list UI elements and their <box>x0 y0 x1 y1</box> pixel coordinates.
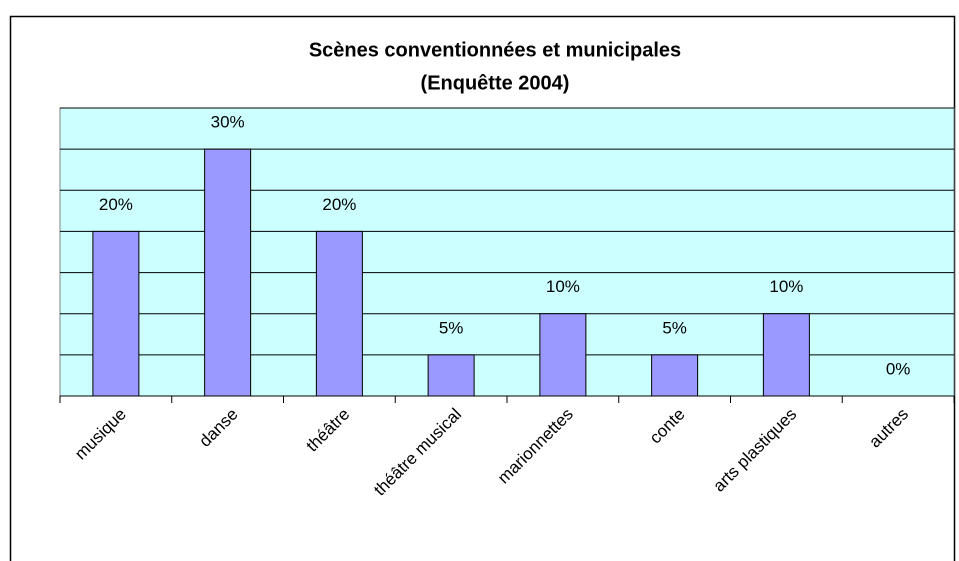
bar <box>315 230 363 397</box>
bar <box>539 313 587 397</box>
value-label: 30% <box>211 113 245 132</box>
plot-area <box>59 107 955 397</box>
value-label: 10% <box>769 277 803 296</box>
value-label: 20% <box>322 195 356 214</box>
bar <box>427 354 475 397</box>
value-label: 0% <box>886 359 911 378</box>
value-label: 5% <box>662 318 687 337</box>
chart-title: Scènes conventionnées et municipales <box>309 39 681 61</box>
value-label: 20% <box>99 195 133 214</box>
bar <box>204 148 252 397</box>
value-label: 5% <box>439 318 464 337</box>
bar <box>92 230 140 397</box>
bar <box>762 313 810 397</box>
value-label: 10% <box>546 277 580 296</box>
chart-subtitle: (Enquêtte 2004) <box>421 72 570 94</box>
bar <box>651 354 699 397</box>
